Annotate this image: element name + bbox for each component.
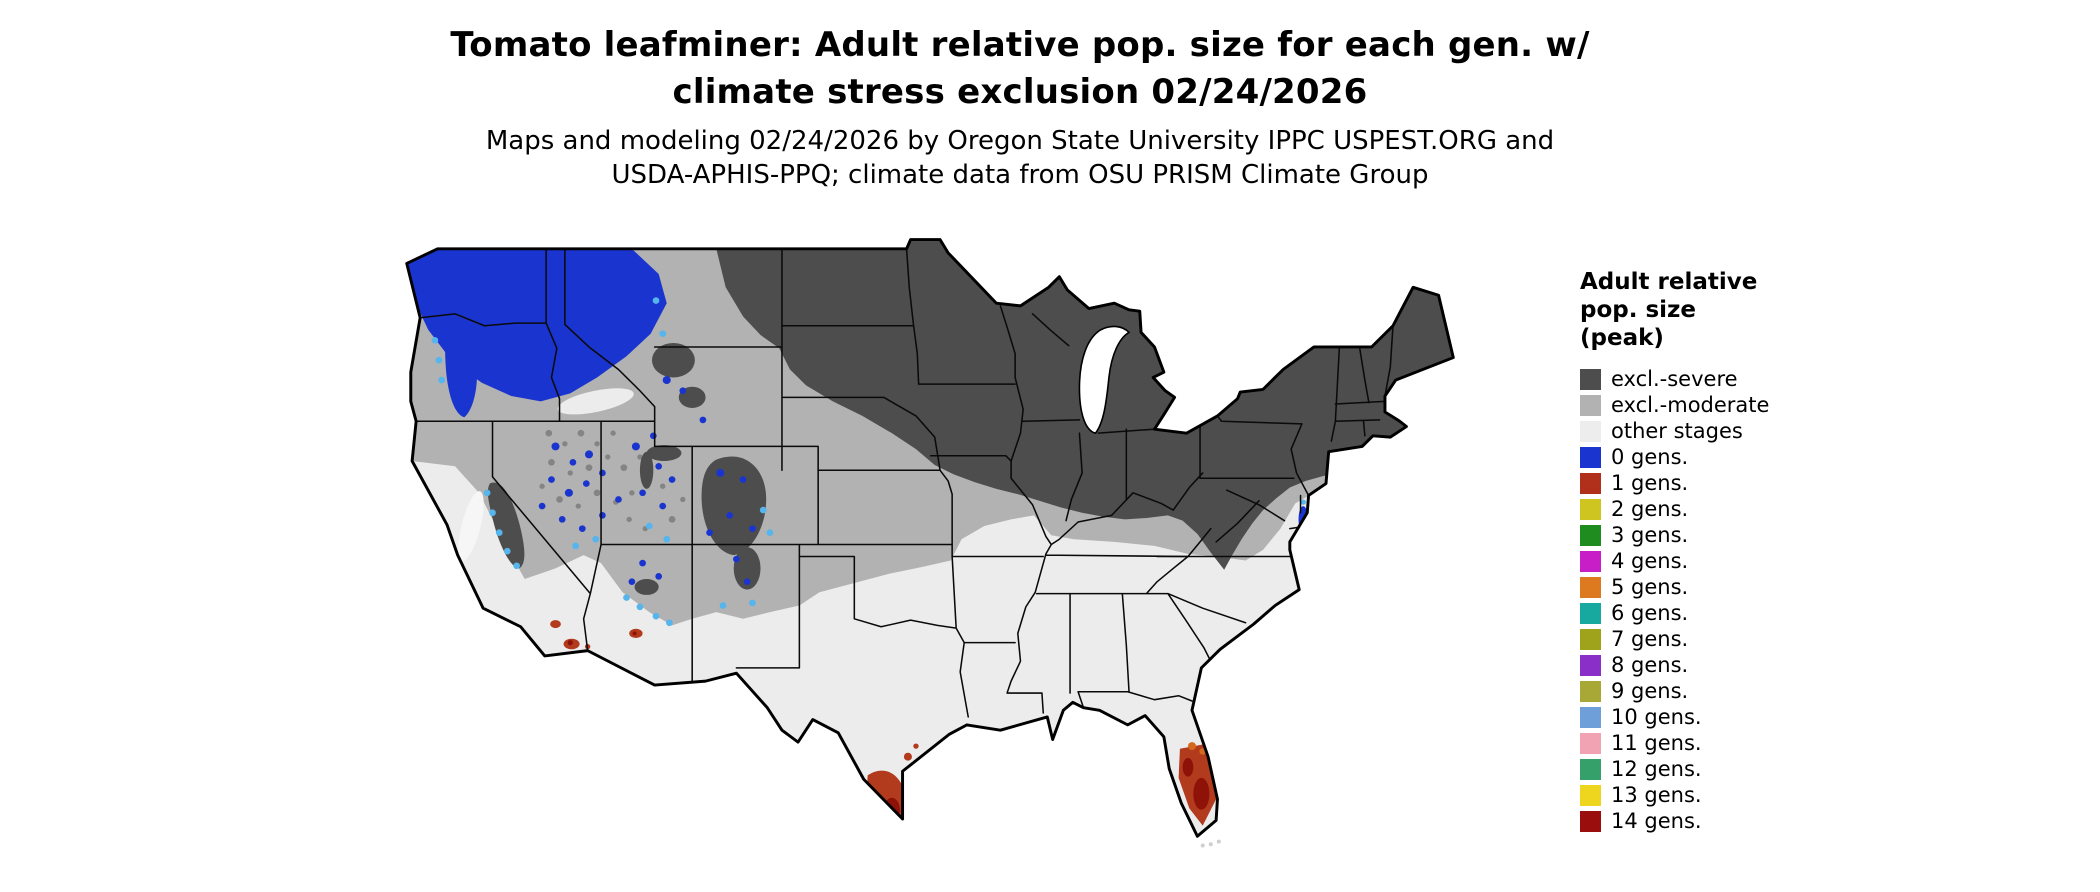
legend-items: excl.-severe excl.-moderate other stages… bbox=[1580, 366, 1769, 834]
title-line-2: climate stress exclusion 02/24/2026 bbox=[672, 72, 1368, 112]
state-borders-west bbox=[415, 248, 953, 682]
legend-item: 8 gens. bbox=[1580, 652, 1769, 678]
legend-label: 10 gens. bbox=[1611, 704, 1702, 729]
legend-label: other stages bbox=[1611, 418, 1743, 443]
legend-swatch bbox=[1580, 706, 1601, 728]
legend-swatch bbox=[1580, 628, 1601, 650]
subtitle-line-1: Maps and modeling 02/24/2026 by Oregon S… bbox=[485, 126, 1555, 156]
legend-label: 8 gens. bbox=[1611, 652, 1689, 677]
legend-item: excl.-moderate bbox=[1580, 392, 1769, 418]
legend-item: 4 gens. bbox=[1580, 548, 1769, 574]
legend-swatch bbox=[1580, 758, 1601, 780]
legend-label: 4 gens. bbox=[1611, 548, 1689, 573]
legend-title-line-2: pop. size bbox=[1580, 297, 1697, 323]
florida-keys bbox=[1200, 839, 1221, 848]
central-valley-patch bbox=[458, 491, 484, 561]
attribution-subtitle: Maps and modeling 02/24/2026 by Oregon S… bbox=[0, 124, 2040, 192]
state-borders bbox=[415, 248, 1394, 718]
legend-label: 11 gens. bbox=[1611, 730, 1702, 755]
legend-item: 1 gens. bbox=[1580, 470, 1769, 496]
legend-swatch bbox=[1580, 810, 1601, 832]
legend-item: 9 gens. bbox=[1580, 678, 1769, 704]
legend-label: 1 gens. bbox=[1611, 470, 1689, 495]
legend-label: 7 gens. bbox=[1611, 626, 1689, 651]
legend-swatch bbox=[1580, 368, 1601, 390]
legend-swatch bbox=[1580, 654, 1601, 676]
legend-item: 0 gens. bbox=[1580, 444, 1769, 470]
legend-item: 11 gens. bbox=[1580, 730, 1769, 756]
basin-speckles bbox=[539, 429, 686, 532]
legend-label: 3 gens. bbox=[1611, 522, 1689, 547]
legend-swatch bbox=[1580, 550, 1601, 572]
subtitle-line-2: USDA-APHIS-PPQ; climate data from OSU PR… bbox=[611, 160, 1429, 190]
legend-label: 13 gens. bbox=[1611, 782, 1702, 807]
legend-item: 7 gens. bbox=[1580, 626, 1769, 652]
legend: Adult relative pop. size (peak) excl.-se… bbox=[1580, 268, 1769, 834]
page-title: Tomato leafminer: Adult relative pop. si… bbox=[0, 22, 2040, 116]
legend-label: excl.-severe bbox=[1611, 366, 1738, 391]
legend-label: excl.-moderate bbox=[1611, 392, 1770, 417]
legend-label: 6 gens. bbox=[1611, 600, 1689, 625]
lake-michigan bbox=[1078, 325, 1131, 435]
legend-item: 5 gens. bbox=[1580, 574, 1769, 600]
state-borders-plains bbox=[781, 248, 1045, 718]
legend-item: 12 gens. bbox=[1580, 756, 1769, 782]
legend-item: 13 gens. bbox=[1580, 782, 1769, 808]
legend-swatch bbox=[1580, 732, 1601, 754]
legend-item: 14 gens. bbox=[1580, 808, 1769, 834]
legend-item: other stages bbox=[1580, 418, 1769, 444]
legend-label: 5 gens. bbox=[1611, 574, 1689, 599]
us-map bbox=[405, 238, 1455, 848]
legend-swatch bbox=[1580, 602, 1601, 624]
legend-label: 9 gens. bbox=[1611, 678, 1689, 703]
legend-label: 12 gens. bbox=[1611, 756, 1702, 781]
state-borders-northeast bbox=[1330, 324, 1394, 442]
legend-swatch bbox=[1580, 524, 1601, 546]
legend-swatch bbox=[1580, 394, 1601, 416]
red-south-florida-core bbox=[1193, 777, 1210, 810]
legend-swatch bbox=[1580, 680, 1601, 702]
legend-item: 2 gens. bbox=[1580, 496, 1769, 522]
legend-swatch bbox=[1580, 472, 1601, 494]
legend-swatch bbox=[1580, 420, 1601, 442]
legend-title-line-1: Adult relative bbox=[1580, 269, 1758, 295]
legend-swatch bbox=[1580, 498, 1601, 520]
legend-item: 6 gens. bbox=[1580, 600, 1769, 626]
legend-item: 3 gens. bbox=[1580, 522, 1769, 548]
us-outline bbox=[405, 238, 1455, 838]
legend-label: 2 gens. bbox=[1611, 496, 1689, 521]
region-0gens-cascades bbox=[445, 322, 478, 418]
legend-item: 10 gens. bbox=[1580, 704, 1769, 730]
legend-item: excl.-severe bbox=[1580, 366, 1769, 392]
legend-label: 14 gens. bbox=[1611, 808, 1702, 833]
title-line-1: Tomato leafminer: Adult relative pop. si… bbox=[450, 25, 1590, 65]
cyan-fringe-speckles bbox=[431, 297, 1306, 627]
legend-title: Adult relative pop. size (peak) bbox=[1580, 268, 1769, 352]
legend-swatch bbox=[1580, 446, 1601, 468]
legend-swatch bbox=[1580, 576, 1601, 598]
state-borders-mississippi bbox=[999, 305, 1247, 714]
legend-swatch bbox=[1580, 784, 1601, 806]
legend-title-line-3: (peak) bbox=[1580, 325, 1664, 351]
legend-label: 0 gens. bbox=[1611, 444, 1689, 469]
